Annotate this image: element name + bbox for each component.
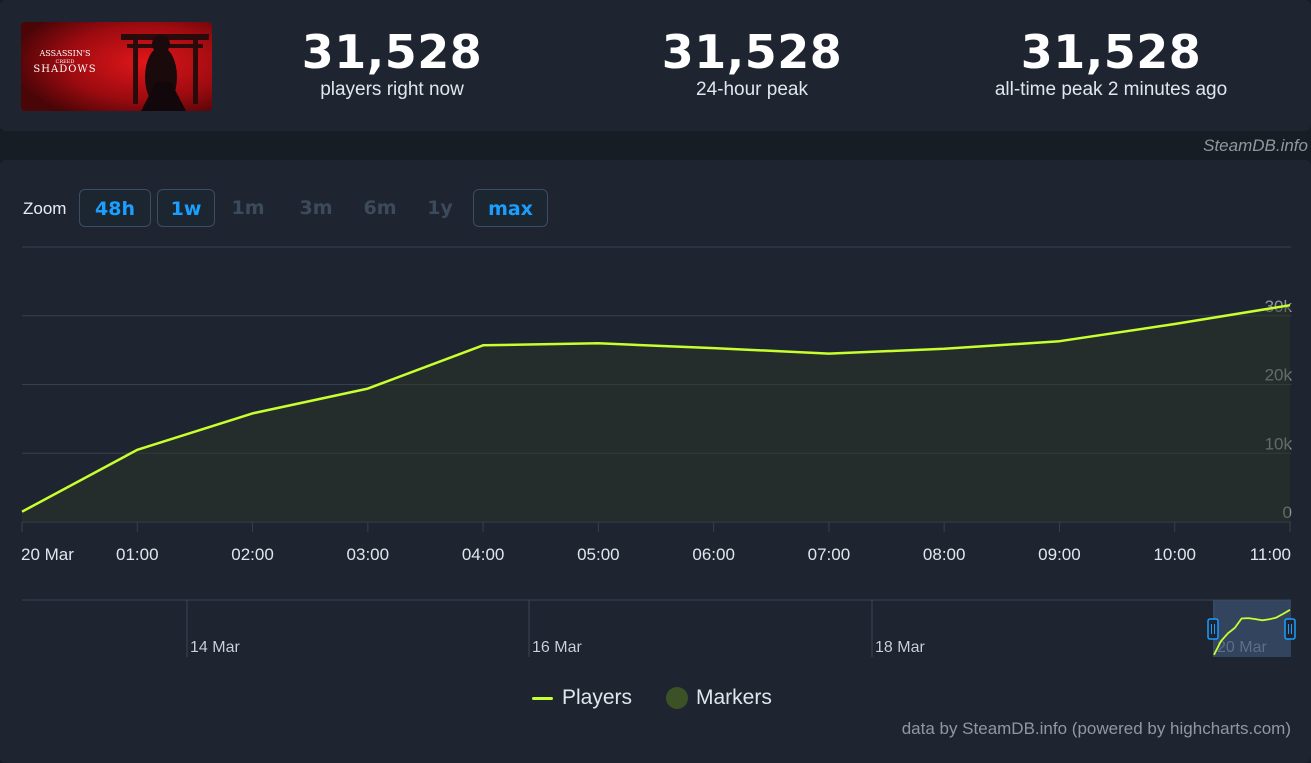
stat-all-time-peak: 31,528 all-time peak 2 minutes ago <box>951 24 1271 102</box>
navigator-selection <box>1213 600 1291 657</box>
x-tick-label: 06:00 <box>692 545 735 564</box>
logo-line-1: ASSASSIN'S <box>38 49 90 58</box>
stat-current-players: 31,528 players right now <box>232 24 552 102</box>
stat-value: 31,528 <box>1020 25 1202 79</box>
stats-header: ASSASSIN'S CREED SHADOWS 31,528 players … <box>0 0 1311 131</box>
zoom-3m-button[interactable]: 3m <box>299 197 333 219</box>
game-cover-image[interactable]: ASSASSIN'S CREED SHADOWS <box>21 22 212 111</box>
players-area <box>22 305 1290 522</box>
x-tick-label: 04:00 <box>462 545 505 564</box>
stat-value: 31,528 <box>661 25 843 79</box>
stat-label: players right now <box>320 79 464 100</box>
x-tick-label: 09:00 <box>1038 545 1081 564</box>
x-tick-label: 08:00 <box>923 545 966 564</box>
navigator-left-handle[interactable] <box>1207 618 1219 640</box>
x-tick-label: 01:00 <box>116 545 159 564</box>
x-tick-label: 05:00 <box>577 545 620 564</box>
chart-legend: Players Markers <box>0 684 1311 714</box>
logo-line-3: SHADOWS <box>33 64 96 75</box>
y-tick-label: 20k <box>1265 366 1293 385</box>
x-tick-label: 02:00 <box>231 545 274 564</box>
x-tick-label: 11:00 <box>1250 545 1291 564</box>
stat-label: all-time peak 2 minutes ago <box>994 79 1228 100</box>
y-tick-label: 0 <box>1283 503 1292 522</box>
zoom-48h-button[interactable]: 48h <box>79 189 151 227</box>
stat-label: 24-hour peak <box>696 79 808 100</box>
x-tick-label: 10:00 <box>1153 545 1196 564</box>
navigator-right-handle[interactable] <box>1284 618 1296 640</box>
zoom-label: Zoom <box>23 199 67 218</box>
site-credit[interactable]: SteamDB.info <box>1203 136 1308 155</box>
chart-panel <box>0 160 1311 763</box>
stat-24h-peak: 31,528 24-hour peak <box>592 24 912 102</box>
navigator-date-label: 16 Mar <box>532 639 582 656</box>
navigator-date-label: 18 Mar <box>875 639 925 656</box>
players-series-line <box>21 303 1291 513</box>
legend-item-markers[interactable]: Markers <box>666 684 772 712</box>
x-tick-label: 03:00 <box>347 545 390 564</box>
logo-line-2: CREED <box>56 59 75 65</box>
zoom-1m-button[interactable]: 1m <box>231 197 265 219</box>
markers-dot-icon <box>666 687 688 709</box>
players-line-icon <box>532 696 553 700</box>
zoom-1w-button[interactable]: 1w <box>157 189 215 227</box>
legend-item-players[interactable]: Players <box>532 684 632 712</box>
stat-value: 31,528 <box>301 25 483 79</box>
x-tick-label: 20 Mar <box>21 545 74 564</box>
legend-markers-label: Markers <box>696 686 772 709</box>
legend-players-label: Players <box>562 686 633 709</box>
navigator-series-line <box>1213 609 1291 656</box>
zoom-1y-button[interactable]: 1y <box>427 197 453 219</box>
y-tick-label: 10k <box>1265 434 1293 453</box>
zoom-6m-button[interactable]: 6m <box>363 197 397 219</box>
chart-credits[interactable]: data by SteamDB.info (powered by highcha… <box>901 719 1291 738</box>
x-tick-label: 07:00 <box>808 545 851 564</box>
zoom-max-button[interactable]: max <box>473 189 548 227</box>
navigator-date-label: 14 Mar <box>190 639 240 656</box>
